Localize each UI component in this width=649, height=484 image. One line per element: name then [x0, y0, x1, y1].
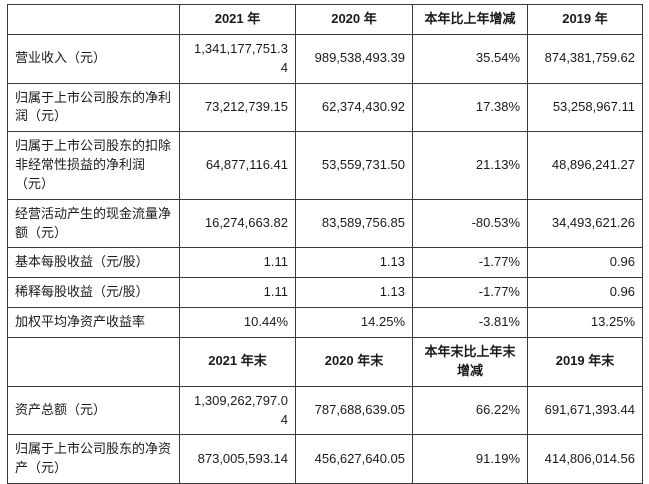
row-label: 加权平均净资产收益率 — [7, 307, 180, 338]
cell-value: 874,381,759.62 — [527, 33, 643, 84]
cell-value: 873,005,593.14 — [179, 434, 296, 484]
cell-value: 10.44% — [179, 307, 296, 338]
header-row-annual: 2021 年 2020 年 本年比上年增减 2019 年 — [7, 4, 643, 35]
cell-value: 787,688,639.05 — [295, 385, 413, 436]
row-label: 资产总额（元） — [7, 385, 180, 436]
table-row-basic-eps: 基本每股收益（元/股） 1.11 1.13 -1.77% 0.96 — [7, 247, 643, 279]
cell-value: 64,877,116.41 — [179, 131, 296, 200]
financial-summary-table: 2021 年 2020 年 本年比上年增减 2019 年 营业收入（元） 1,3… — [7, 4, 643, 484]
table-row-weighted-avg-roe: 加权平均净资产收益率 10.44% 14.25% -3.81% 13.25% — [7, 307, 643, 338]
cell-value: 1.13 — [295, 277, 413, 309]
cell-value: 21.13% — [412, 131, 528, 200]
table-row-total-assets: 资产总额（元） 1,309,262,797.04 787,688,639.05 … — [7, 385, 643, 436]
cell-value: 1.11 — [179, 247, 296, 279]
cell-value: 48,896,241.27 — [527, 131, 643, 200]
col-header-yearend-change: 本年末比上年末增减 — [412, 336, 528, 387]
cell-value: 414,806,014.56 — [527, 434, 643, 484]
cell-value: 989,538,493.39 — [295, 33, 413, 84]
cell-value: -80.53% — [412, 198, 528, 249]
cell-value: 1.13 — [295, 247, 413, 279]
table-row-net-assets: 归属于上市公司股东的净资产（元） 873,005,593.14 456,627,… — [7, 434, 643, 484]
empty-corner-cell — [7, 4, 180, 35]
row-label: 营业收入（元） — [7, 33, 180, 84]
table-row-revenue: 营业收入（元） 1,341,177,751.34 989,538,493.39 … — [7, 33, 643, 84]
col-header-2019: 2019 年 — [527, 4, 643, 35]
table-row-net-profit: 归属于上市公司股东的净利润（元） 73,212,739.15 62,374,43… — [7, 82, 643, 133]
cell-value: 0.96 — [527, 247, 643, 279]
cell-value: 66.22% — [412, 385, 528, 436]
table-row-operating-cash-flow: 经营活动产生的现金流量净额（元） 16,274,663.82 83,589,75… — [7, 198, 643, 249]
cell-value: 34,493,621.26 — [527, 198, 643, 249]
col-header-2021: 2021 年 — [179, 4, 296, 35]
cell-value: -3.81% — [412, 307, 528, 338]
col-header-2020: 2020 年 — [295, 4, 413, 35]
row-label: 基本每股收益（元/股） — [7, 247, 180, 279]
row-label: 稀释每股收益（元/股） — [7, 277, 180, 309]
cell-value: 16,274,663.82 — [179, 198, 296, 249]
col-header-2019-end: 2019 年末 — [527, 336, 643, 387]
table-row-net-profit-excl-nonrecurring: 归属于上市公司股东的扣除非经常性损益的净利润（元） 64,877,116.41 … — [7, 131, 643, 200]
cell-value: 1,309,262,797.04 — [179, 385, 296, 436]
cell-value: 14.25% — [295, 307, 413, 338]
header-row-year-end: 2021 年末 2020 年末 本年末比上年末增减 2019 年末 — [7, 336, 643, 387]
cell-value: 1,341,177,751.34 — [179, 33, 296, 84]
cell-value: -1.77% — [412, 277, 528, 309]
cell-value: 53,258,967.11 — [527, 82, 643, 133]
cell-value: 13.25% — [527, 307, 643, 338]
cell-value: 17.38% — [412, 82, 528, 133]
financial-report-page: 2021 年 2020 年 本年比上年增减 2019 年 营业收入（元） 1,3… — [7, 4, 643, 484]
row-label: 归属于上市公司股东的净资产（元） — [7, 434, 180, 484]
cell-value: 0.96 — [527, 277, 643, 309]
row-label: 归属于上市公司股东的净利润（元） — [7, 82, 180, 133]
cell-value: 456,627,640.05 — [295, 434, 413, 484]
cell-value: 1.11 — [179, 277, 296, 309]
col-header-yoy-change: 本年比上年增减 — [412, 4, 528, 35]
row-label: 归属于上市公司股东的扣除非经常性损益的净利润（元） — [7, 131, 180, 200]
col-header-2021-end: 2021 年末 — [179, 336, 296, 387]
col-header-2020-end: 2020 年末 — [295, 336, 413, 387]
empty-corner-cell — [7, 336, 180, 387]
cell-value: 691,671,393.44 — [527, 385, 643, 436]
cell-value: 35.54% — [412, 33, 528, 84]
cell-value: 62,374,430.92 — [295, 82, 413, 133]
table-row-diluted-eps: 稀释每股收益（元/股） 1.11 1.13 -1.77% 0.96 — [7, 277, 643, 309]
cell-value: 91.19% — [412, 434, 528, 484]
cell-value: 83,589,756.85 — [295, 198, 413, 249]
cell-value: 73,212,739.15 — [179, 82, 296, 133]
cell-value: -1.77% — [412, 247, 528, 279]
row-label: 经营活动产生的现金流量净额（元） — [7, 198, 180, 249]
cell-value: 53,559,731.50 — [295, 131, 413, 200]
